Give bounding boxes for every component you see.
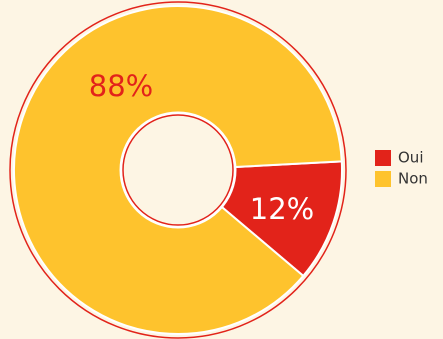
hole-border	[119, 111, 237, 229]
outer-ring	[9, 1, 347, 339]
legend-label: Non	[398, 170, 428, 188]
legend-swatch	[375, 150, 391, 166]
value-label: 12%	[250, 192, 314, 226]
legend-swatch	[375, 171, 391, 187]
value-label: 88%	[89, 69, 153, 103]
legend-label: Oui	[398, 149, 423, 167]
hole-ring	[122, 114, 234, 226]
